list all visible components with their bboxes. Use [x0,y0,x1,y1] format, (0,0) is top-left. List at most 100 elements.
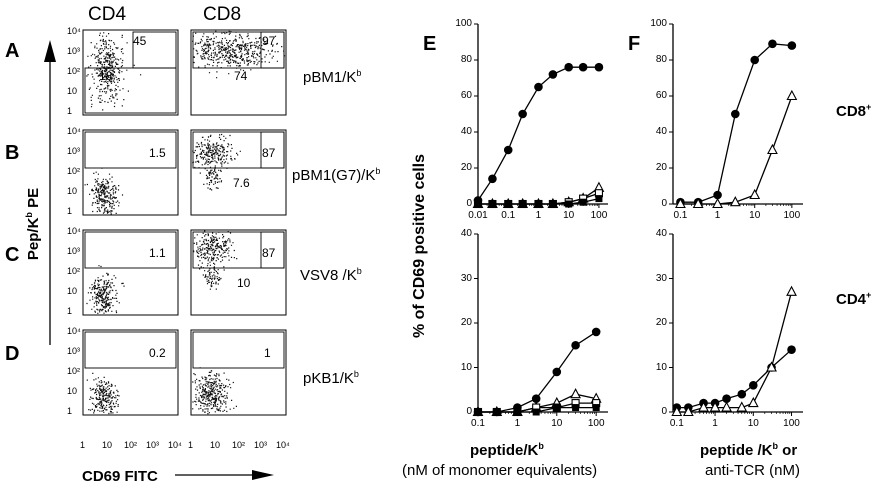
facs-y-tick: 10⁴ [67,226,81,236]
data-point [786,285,797,296]
facs-y-tick: 1 [67,106,73,116]
data-point [675,197,686,209]
column-header-cd4: CD4 [88,4,127,25]
data-point [722,394,731,403]
facs-x-tick: 1 [80,440,86,450]
facs-y-tick: 10² [67,366,81,376]
data-point [737,389,747,399]
data-point [768,39,777,49]
y-tick-label: 20 [460,317,472,328]
facs-y-tick: 10 [67,86,78,96]
gate-percentage: 1 [264,346,271,360]
data-point [592,404,600,412]
x-tick-label: 100 [590,210,608,221]
facs-frame [190,229,287,316]
chart-f-cd4 [669,233,803,417]
data-point [578,62,588,72]
data-point [548,70,558,79]
panel-letter-e: E [423,33,437,55]
facs-x-axis-label: CD69 FITC [82,468,158,485]
facs-panel-c-cd4 [82,229,179,316]
facs-events [193,230,238,290]
facs-y-tick: 10² [67,266,81,276]
facs-panel-d-cd8 [190,329,287,416]
facs-events [192,30,286,79]
y-tick-label: 20 [460,162,472,173]
y-tick-label: 60 [460,90,472,101]
facs-gate [192,331,285,369]
facs-y-tick: 10³ [67,146,81,156]
facs-events [192,367,237,415]
facs-events [84,167,124,215]
data-point [736,401,748,412]
facs-frame [82,129,179,216]
series-filled-circle [672,345,796,412]
series-filled-square [474,404,600,416]
gate-percentage: 0.2 [149,346,166,360]
facs-gate [84,67,177,114]
data-point [730,109,740,119]
data-point [712,197,723,209]
facs-frame [82,229,179,316]
facs-gate [84,231,177,269]
y-tick-label: 100 [455,18,472,29]
data-point [682,405,694,417]
y-tick-label: 10 [460,361,472,373]
column-header-cd8: CD8 [203,4,242,25]
facs-y-tick: 10 [67,286,78,296]
facs-gate [192,31,285,69]
panel-e-x-label-sub: (nM of monomer equivalents) [402,462,598,479]
data-point [571,340,580,350]
facs-y-tick: 10³ [67,46,81,56]
y-tick-label: 100 [650,18,667,29]
chart-e-cd4 [472,233,608,417]
row-letter-d: D [5,343,20,365]
facs-frame [82,329,179,416]
data-point [513,408,521,416]
facs-y-tick: 10² [67,166,81,176]
data-point [787,345,796,355]
facs-y-tick: 1 [67,306,73,316]
y-tick-label: 30 [460,272,472,284]
y-tick-label: 0 [466,406,472,417]
data-point [474,200,482,208]
facs-frame [82,29,179,116]
facs-y-tick: 10 [67,386,78,396]
facs-events [86,265,125,314]
facs-panel-b-cd4 [82,129,179,216]
data-point [595,195,603,203]
chart-f-cd8 [669,23,803,209]
data-point [532,408,540,416]
data-point [474,408,482,416]
panel-e-x-label: peptide/Kb [470,441,544,459]
data-point [729,196,741,207]
data-point [747,396,759,408]
y-tick-label: 80 [460,54,472,65]
row-letter-b: B [5,142,20,164]
facs-x-tick: 10 [102,440,113,450]
data-point [713,190,722,200]
series-open-triangle [675,89,798,209]
gate-percentage: 1.1 [149,246,166,260]
peptide-label-b: pBM1(G7)/Kb [292,166,381,184]
facs-frame [190,29,287,116]
data-point [504,200,512,208]
data-point [570,388,581,399]
facs-y-tick: 1 [67,206,73,216]
facs-y-tick: 10 [67,186,78,196]
x-tick-label: 100 [783,210,801,221]
data-point [503,145,513,155]
row-letter-a: A [5,40,20,62]
data-point [750,55,760,65]
data-point [518,109,527,119]
facs-x-tick: 10³ [146,440,160,450]
facs-events [86,372,120,415]
facs-y-tick: 10² [67,66,81,76]
x-tick-label: 100 [783,418,800,429]
data-point [552,367,562,377]
facs-events [86,32,142,111]
facs-y-tick: 10³ [67,346,81,356]
y-tick-label: 40 [655,228,667,239]
gate-percentage: 10 [237,276,251,290]
panel-letter-f: F [628,33,641,55]
